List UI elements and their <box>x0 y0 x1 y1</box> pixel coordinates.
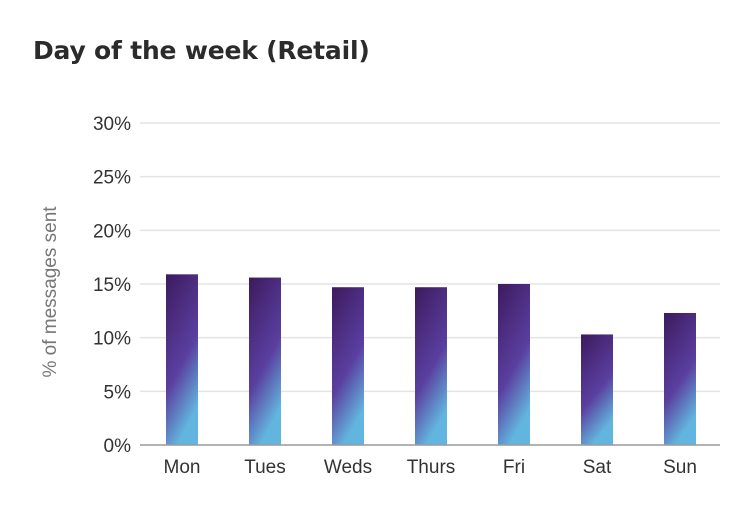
x-tick-label: Sun <box>663 457 697 478</box>
x-tick-label: Mon <box>164 457 201 478</box>
x-tick-label: Sat <box>583 457 612 478</box>
x-tick-label: Thurs <box>407 457 456 478</box>
bar-fri <box>498 284 530 445</box>
y-tick-label: 5% <box>104 382 132 403</box>
bar-sat <box>581 334 613 445</box>
x-axis-ticks: Mon Tues Weds Thurs Fri Sat Sun <box>164 457 697 478</box>
bar-thurs <box>415 287 447 445</box>
x-tick-label: Tues <box>244 457 286 478</box>
bar-mon <box>166 274 198 445</box>
y-axis-ticks: 0% 5% 10% 15% 20% 25% 30% <box>93 114 131 457</box>
x-tick-label: Fri <box>503 457 525 478</box>
chart-title: Day of the week (Retail) <box>33 36 370 65</box>
bars <box>166 274 696 445</box>
y-tick-label: 30% <box>93 114 131 135</box>
y-tick-label: 20% <box>93 221 131 242</box>
y-tick-label: 25% <box>93 168 131 189</box>
y-tick-label: 15% <box>93 275 131 296</box>
y-tick-label: 10% <box>93 329 131 350</box>
y-axis-label: % of messages sent <box>40 206 61 378</box>
x-tick-label: Weds <box>324 457 372 478</box>
bar-tues <box>249 277 281 445</box>
bar-weds <box>332 287 364 445</box>
y-tick-label: 0% <box>104 436 132 457</box>
bar-sun <box>664 312 696 445</box>
